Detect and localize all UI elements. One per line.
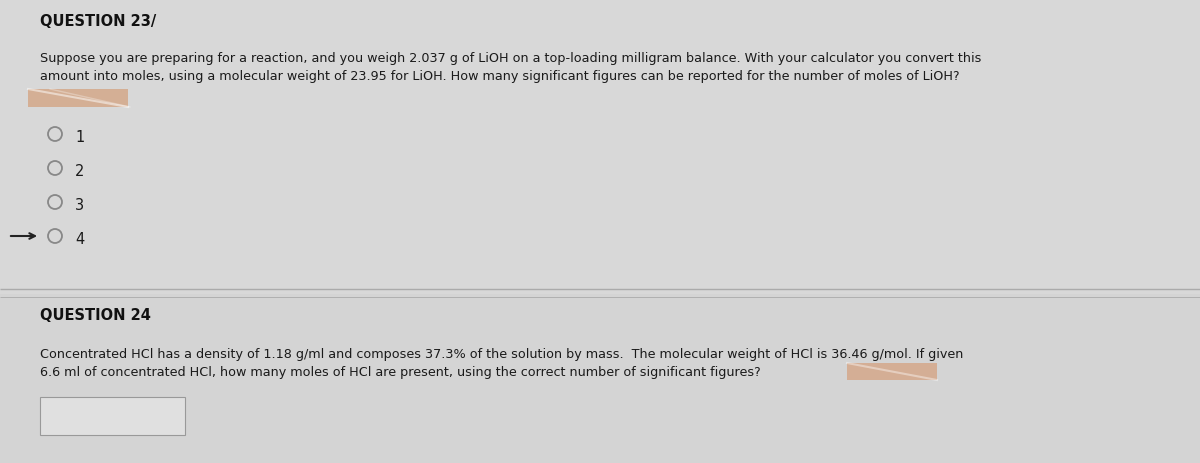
Text: Concentrated HCl has a density of 1.18 g/ml and composes 37.3% of the solution b: Concentrated HCl has a density of 1.18 g… xyxy=(40,347,964,360)
Text: 6.6 ml of concentrated HCl, how many moles of HCl are present, using the correct: 6.6 ml of concentrated HCl, how many mol… xyxy=(40,365,761,378)
Text: 1: 1 xyxy=(74,130,84,144)
Bar xyxy=(40,397,185,435)
Text: 2: 2 xyxy=(74,163,84,179)
Text: Suppose you are preparing for a reaction, and you weigh 2.037 g of LiOH on a top: Suppose you are preparing for a reaction… xyxy=(40,52,982,65)
Bar xyxy=(847,363,937,380)
Text: 4: 4 xyxy=(74,232,84,246)
Text: QUESTION 23/: QUESTION 23/ xyxy=(40,14,156,29)
Text: QUESTION 24: QUESTION 24 xyxy=(40,307,151,322)
Text: 3: 3 xyxy=(74,198,84,213)
Bar xyxy=(28,90,128,108)
Bar xyxy=(0,0,1200,294)
Bar xyxy=(0,294,1200,463)
Text: amount into moles, using a molecular weight of 23.95 for LiOH. How many signific: amount into moles, using a molecular wei… xyxy=(40,70,960,83)
